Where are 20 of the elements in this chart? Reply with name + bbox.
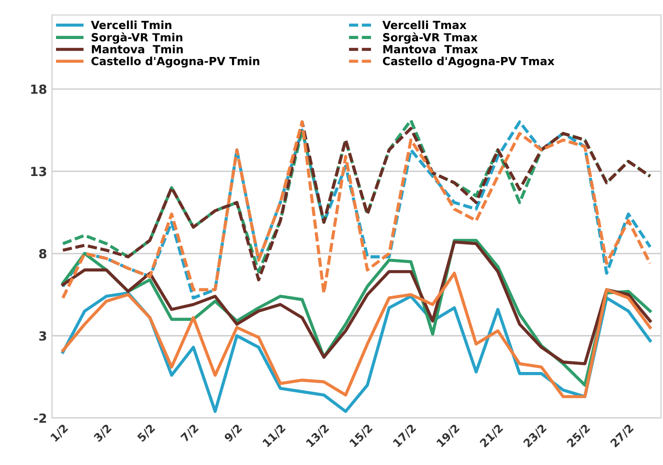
y-tick-label: 3 <box>39 331 46 341</box>
line-series <box>61 240 652 366</box>
x-tick-label: 1/2 <box>50 424 69 442</box>
legend-label: Vercelli Tmin <box>90 20 172 30</box>
legend-label: Sorgà-VR Tmax <box>383 32 478 44</box>
y-tick-label: -2 <box>34 413 46 423</box>
x-tick-label: 7/2 <box>180 424 200 443</box>
y-tick-label: 8 <box>39 248 46 258</box>
legend-label: Castello d'Agogna-PV Tmin <box>91 56 260 68</box>
x-tick-label: 3/2 <box>93 424 112 443</box>
legend-label: Castello d'Agogna-PV Tmax <box>382 56 554 68</box>
legend-label: Sorgà-VR Tmin <box>92 32 182 44</box>
legend-label: Vercelli Tmax <box>382 20 466 30</box>
legend-label: Mantova Tmin <box>92 44 183 54</box>
y-tick-label: 13 <box>31 166 46 176</box>
x-tick-label: 5/2 <box>136 424 156 443</box>
x-tick-label: 9/2 <box>224 424 243 443</box>
legend-label: Mantova Tmax <box>383 45 478 54</box>
y-tick-label: 18 <box>31 84 46 94</box>
line-series <box>61 272 652 398</box>
